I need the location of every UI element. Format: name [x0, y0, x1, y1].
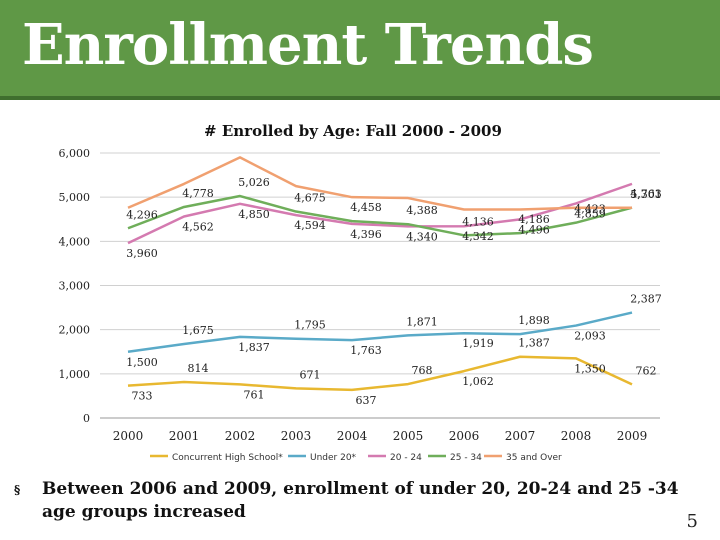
- x-tick-label: 2006: [449, 429, 480, 443]
- data-label: 2,093: [574, 330, 606, 343]
- y-tick-label: 0: [83, 412, 90, 425]
- y-tick-label: 5,000: [59, 191, 91, 204]
- data-label: 637: [356, 394, 377, 407]
- data-label: 4,763: [630, 188, 662, 201]
- data-label: 4,562: [182, 221, 214, 234]
- y-tick-label: 6,000: [59, 147, 91, 160]
- data-label: 4,850: [238, 208, 270, 221]
- y-tick-label: 1,000: [59, 368, 91, 381]
- chart-title: # Enrolled by Age: Fall 2000 - 2009: [204, 122, 502, 140]
- x-tick-label: 2009: [617, 429, 648, 443]
- data-label: 2,387: [630, 293, 662, 306]
- bullet-point: § Between 2006 and 2009, enrollment of u…: [14, 478, 694, 524]
- x-tick-label: 2005: [393, 429, 424, 443]
- data-label: 4,296: [126, 208, 158, 221]
- y-tick-label: 3,000: [59, 280, 91, 293]
- data-label: 1,675: [182, 324, 214, 337]
- legend-label: 20 - 24: [390, 453, 422, 463]
- data-label: 1,500: [126, 356, 158, 369]
- data-label: 4,396: [350, 228, 382, 241]
- legend-label: Under 20*: [310, 453, 357, 463]
- bullet-text: Between 2006 and 2009, enrollment of und…: [42, 478, 694, 524]
- data-label: 4,594: [294, 219, 326, 232]
- x-tick-label: 2004: [337, 429, 368, 443]
- x-tick-label: 2007: [505, 429, 536, 443]
- y-tick-label: 4,000: [59, 235, 91, 248]
- slide-title: Enrollment Trends: [22, 12, 593, 78]
- data-label: 4,423: [574, 203, 606, 216]
- data-label: 4,778: [182, 187, 214, 200]
- data-label: 814: [188, 362, 209, 375]
- page-number: 5: [687, 511, 698, 532]
- data-label: 1,898: [518, 314, 550, 327]
- data-label: 5,026: [238, 176, 270, 189]
- data-label: 1,795: [294, 319, 326, 332]
- legend-label: 35 and Over: [506, 453, 562, 463]
- x-tick-label: 2001: [169, 429, 200, 443]
- x-tick-label: 2002: [225, 429, 256, 443]
- data-label: 671: [300, 368, 321, 381]
- data-label: 4,340: [406, 230, 438, 243]
- data-label: 4,458: [350, 201, 382, 214]
- x-tick-label: 2000: [113, 429, 144, 443]
- data-label: 761: [244, 388, 265, 401]
- data-label: 1,837: [238, 341, 270, 354]
- x-tick-label: 2008: [561, 429, 592, 443]
- data-label: 1,871: [406, 315, 438, 328]
- x-tick-label: 2003: [281, 429, 312, 443]
- data-label: 768: [412, 364, 433, 377]
- data-label: 4,136: [462, 215, 494, 228]
- data-label: 1,062: [462, 375, 494, 388]
- data-label: 4,388: [406, 204, 438, 217]
- title-bar: Enrollment Trends: [0, 0, 720, 100]
- legend: Concurrent High School* Under 20* 20 - 24 2…: [150, 453, 562, 463]
- data-label: 4,186: [518, 213, 550, 226]
- data-label: 762: [636, 364, 657, 377]
- bullet-icon: §: [14, 478, 42, 524]
- data-label: 733: [132, 390, 153, 403]
- y-tick-label: 2,000: [59, 324, 91, 337]
- data-label: 1,919: [462, 337, 494, 350]
- legend-label: 25 - 34: [450, 453, 482, 463]
- legend-label: Concurrent High School*: [172, 453, 283, 463]
- data-label: 4,675: [294, 192, 326, 205]
- enrollment-line-chart: # Enrolled by Age: Fall 2000 - 2009 0 1,0…: [0, 108, 720, 470]
- data-label: 1,763: [350, 344, 382, 357]
- data-label: 4,342: [462, 230, 494, 243]
- data-label: 1,350: [574, 362, 606, 375]
- data-label: 3,960: [126, 247, 158, 260]
- data-label: 1,387: [518, 337, 550, 350]
